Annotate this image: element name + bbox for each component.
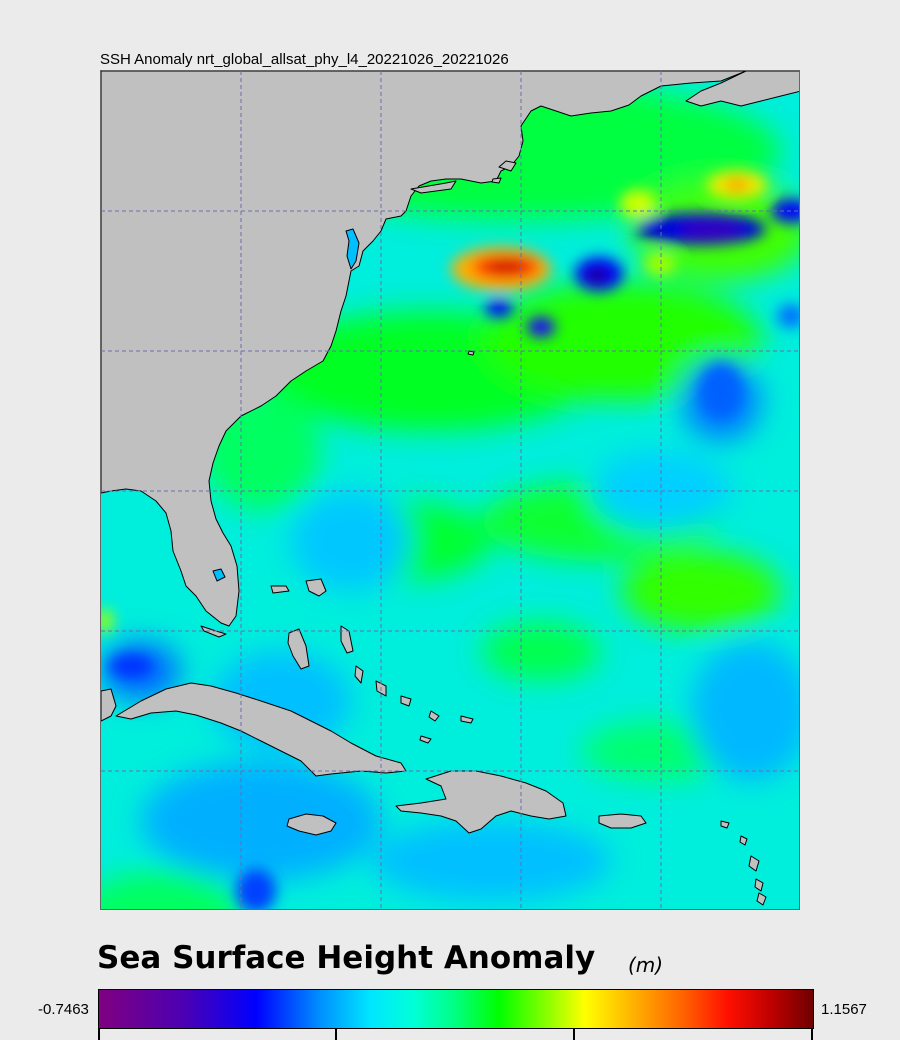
grand-bahama — [270, 585, 290, 594]
colorbar — [98, 989, 814, 1029]
graticule — [101, 71, 799, 909]
colorbar-tick — [573, 1029, 575, 1040]
cuba — [115, 682, 407, 777]
jamaica — [286, 813, 337, 836]
colorbar-tick — [811, 1029, 813, 1040]
chesapeake-bay — [345, 228, 360, 270]
eddy-field — [101, 171, 799, 909]
yucatan — [101, 688, 117, 722]
map-title: SSH Anomaly nrt_global_allsat_phy_l4_202… — [100, 51, 509, 68]
ssh-anomaly-map — [101, 71, 799, 909]
colorbar-tick — [98, 1029, 100, 1040]
antigua — [739, 835, 748, 846]
legend-title: Sea Surface Height Anomaly — [97, 940, 596, 976]
lake-okeechobee — [212, 568, 226, 582]
guadeloupe — [748, 855, 760, 872]
map-panel — [100, 70, 800, 910]
inagua — [428, 710, 440, 722]
colorbar-tick — [335, 1029, 337, 1040]
hispaniola — [395, 770, 567, 834]
eleuthera — [340, 625, 354, 654]
colorbar-max-label: 1.1567 — [821, 1001, 867, 1018]
bermuda — [467, 350, 475, 356]
abaco-island — [305, 578, 327, 597]
legend-unit: (m) — [628, 953, 664, 977]
nantucket — [491, 177, 502, 184]
north-america-coast — [101, 71, 747, 627]
landmass — [101, 71, 799, 906]
nova-scotia — [685, 71, 799, 107]
martinique — [756, 892, 767, 906]
andros-island — [287, 628, 310, 670]
dominica — [754, 878, 764, 892]
puerto-rico — [598, 813, 647, 829]
cape-cod — [498, 160, 517, 172]
long-island — [410, 180, 457, 194]
turks-caicos — [460, 715, 474, 724]
colorbar-min-label: -0.7463 — [38, 1001, 89, 1018]
exuma — [354, 665, 364, 684]
virgin-islands — [720, 820, 730, 829]
acklins — [400, 695, 412, 707]
small-island — [419, 735, 432, 744]
